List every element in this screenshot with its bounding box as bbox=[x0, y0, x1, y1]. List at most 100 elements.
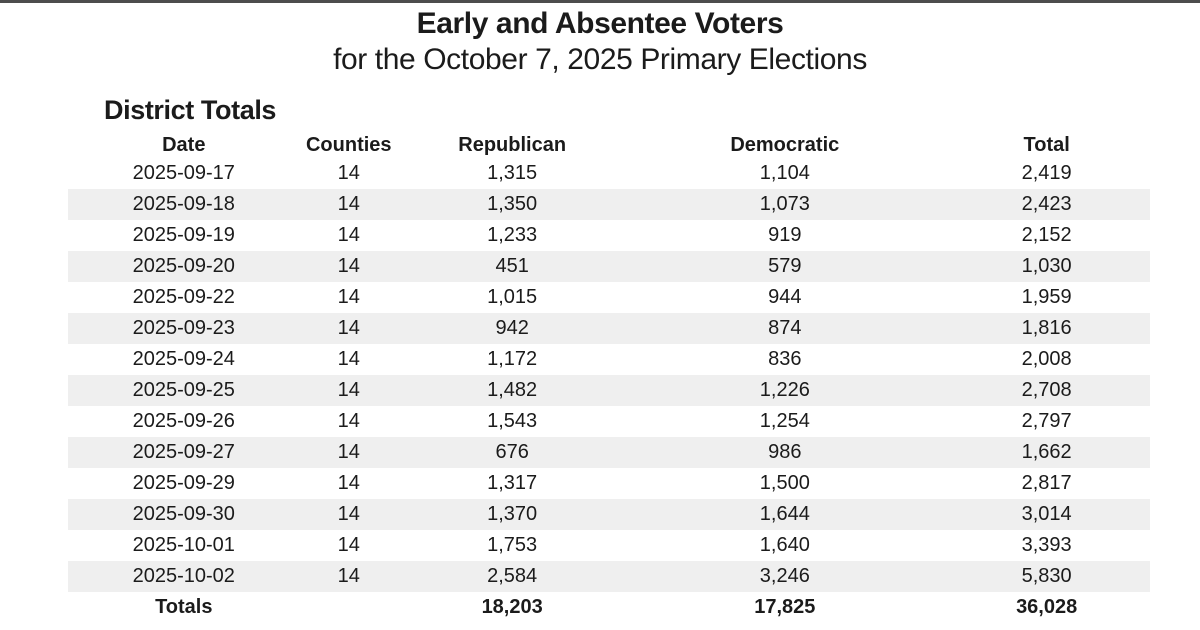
cell-republican: 1,317 bbox=[487, 472, 538, 494]
cell-total: 3,014 bbox=[1021, 503, 1072, 525]
section-heading-district-totals: District Totals bbox=[104, 95, 277, 125]
table-row: 2025-09-18 14 1,350 1,073 2,423 bbox=[68, 189, 1150, 220]
table-row: 2025-09-30 14 1,370 1,644 3,014 bbox=[68, 499, 1150, 530]
cell-democratic: 874 bbox=[768, 317, 802, 339]
table-row: 2025-09-26 14 1,543 1,254 2,797 bbox=[68, 406, 1150, 437]
cell-democratic: 1,500 bbox=[759, 472, 810, 494]
cell-counties: 14 bbox=[337, 286, 360, 308]
column-header-total: Total bbox=[1023, 133, 1070, 156]
cell-counties: 14 bbox=[337, 441, 360, 463]
cell-date: 2025-09-23 bbox=[132, 317, 235, 339]
cell-total: 2,817 bbox=[1021, 472, 1072, 494]
cell-counties: 14 bbox=[337, 255, 360, 277]
cell-democratic: 1,644 bbox=[759, 503, 810, 525]
cell-democratic: 3,246 bbox=[759, 565, 810, 587]
cell-date: 2025-09-30 bbox=[132, 503, 235, 525]
cell-republican: 1,015 bbox=[487, 286, 538, 308]
cell-date: 2025-10-01 bbox=[132, 534, 235, 556]
column-header-democratic: Democratic bbox=[730, 133, 840, 156]
cell-date: 2025-09-26 bbox=[132, 410, 235, 432]
totals-counties bbox=[300, 592, 398, 623]
cell-democratic: 836 bbox=[768, 348, 802, 370]
top-divider-rule bbox=[0, 0, 1200, 3]
cell-counties: 14 bbox=[337, 379, 360, 401]
cell-republican: 1,315 bbox=[487, 162, 538, 184]
table-row: 2025-09-29 14 1,317 1,500 2,817 bbox=[68, 468, 1150, 499]
cell-date: 2025-09-29 bbox=[132, 472, 235, 494]
cell-total: 2,152 bbox=[1021, 224, 1072, 246]
page-title: Early and Absentee Voters bbox=[416, 7, 784, 40]
table-row: 2025-09-17 14 1,315 1,104 2,419 bbox=[68, 158, 1150, 189]
table-row: 2025-09-22 14 1,015 944 1,959 bbox=[68, 282, 1150, 313]
cell-republican: 942 bbox=[495, 317, 529, 339]
district-totals-table: Date Counties Republican Democratic Tota… bbox=[68, 132, 1150, 623]
table-row: 2025-09-23 14 942 874 1,816 bbox=[68, 313, 1150, 344]
cell-republican: 676 bbox=[495, 441, 529, 463]
cell-total: 2,419 bbox=[1021, 162, 1072, 184]
cell-total: 1,816 bbox=[1021, 317, 1072, 339]
table-row: 2025-09-20 14 451 579 1,030 bbox=[68, 251, 1150, 282]
cell-republican: 1,350 bbox=[487, 193, 538, 215]
cell-republican: 1,233 bbox=[487, 224, 538, 246]
cell-democratic: 944 bbox=[768, 286, 802, 308]
cell-total: 1,662 bbox=[1021, 441, 1072, 463]
cell-total: 2,423 bbox=[1021, 193, 1072, 215]
table-row: 2025-09-27 14 676 986 1,662 bbox=[68, 437, 1150, 468]
cell-date: 2025-09-27 bbox=[132, 441, 235, 463]
cell-total: 2,797 bbox=[1021, 410, 1072, 432]
totals-row: Totals 18,203 17,825 36,028 bbox=[68, 592, 1150, 623]
cell-democratic: 1,104 bbox=[759, 162, 810, 184]
table-row: 2025-09-25 14 1,482 1,226 2,708 bbox=[68, 375, 1150, 406]
page-subtitle: for the October 7, 2025 Primary Election… bbox=[333, 43, 867, 76]
cell-republican: 1,370 bbox=[487, 503, 538, 525]
cell-republican: 1,543 bbox=[487, 410, 538, 432]
table-row: 2025-10-01 14 1,753 1,640 3,393 bbox=[68, 530, 1150, 561]
cell-republican: 2,584 bbox=[487, 565, 538, 587]
cell-republican: 1,753 bbox=[487, 534, 538, 556]
cell-counties: 14 bbox=[337, 565, 360, 587]
table-row: 2025-09-24 14 1,172 836 2,008 bbox=[68, 344, 1150, 375]
cell-total: 2,008 bbox=[1021, 348, 1072, 370]
cell-date: 2025-09-18 bbox=[132, 193, 235, 215]
cell-total: 2,708 bbox=[1021, 379, 1072, 401]
cell-counties: 14 bbox=[337, 193, 360, 215]
cell-date: 2025-09-17 bbox=[132, 162, 235, 184]
cell-total: 3,393 bbox=[1021, 534, 1072, 556]
cell-total: 1,030 bbox=[1021, 255, 1072, 277]
cell-date: 2025-10-02 bbox=[132, 565, 235, 587]
table-header-row: Date Counties Republican Democratic Tota… bbox=[68, 132, 1150, 158]
cell-date: 2025-09-22 bbox=[132, 286, 235, 308]
cell-total: 1,959 bbox=[1021, 286, 1072, 308]
cell-republican: 451 bbox=[495, 255, 529, 277]
cell-date: 2025-09-24 bbox=[132, 348, 235, 370]
column-header-counties: Counties bbox=[305, 133, 392, 156]
cell-democratic: 986 bbox=[768, 441, 802, 463]
table-header: Date Counties Republican Democratic Tota… bbox=[68, 132, 1150, 158]
cell-republican: 1,482 bbox=[487, 379, 538, 401]
cell-republican: 1,172 bbox=[487, 348, 538, 370]
totals-total: 36,028 bbox=[1016, 596, 1078, 618]
cell-democratic: 919 bbox=[768, 224, 802, 246]
cell-democratic: 579 bbox=[768, 255, 802, 277]
cell-counties: 14 bbox=[337, 503, 360, 525]
cell-counties: 14 bbox=[337, 410, 360, 432]
totals-label: Totals bbox=[155, 596, 213, 618]
cell-counties: 14 bbox=[337, 472, 360, 494]
cell-democratic: 1,226 bbox=[759, 379, 810, 401]
cell-democratic: 1,640 bbox=[759, 534, 810, 556]
totals-republican: 18,203 bbox=[481, 596, 543, 618]
table-row: 2025-10-02 14 2,584 3,246 5,830 bbox=[68, 561, 1150, 592]
cell-counties: 14 bbox=[337, 348, 360, 370]
cell-counties: 14 bbox=[337, 317, 360, 339]
cell-democratic: 1,073 bbox=[759, 193, 810, 215]
cell-counties: 14 bbox=[337, 534, 360, 556]
table-body: 2025-09-17 14 1,315 1,104 2,419 2025-09-18 14 1… bbox=[68, 158, 1150, 623]
cell-counties: 14 bbox=[337, 162, 360, 184]
cell-date: 2025-09-25 bbox=[132, 379, 235, 401]
column-header-republican: Republican bbox=[458, 133, 567, 156]
column-header-date: Date bbox=[162, 133, 206, 156]
totals-democratic: 17,825 bbox=[754, 596, 816, 618]
cell-counties: 14 bbox=[337, 224, 360, 246]
table-row: 2025-09-19 14 1,233 919 2,152 bbox=[68, 220, 1150, 251]
cell-date: 2025-09-20 bbox=[132, 255, 235, 277]
